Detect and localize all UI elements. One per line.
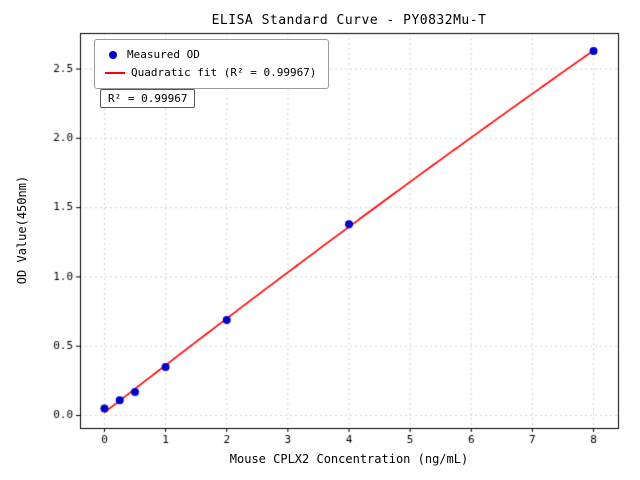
- legend-item-measured-od: Measured OD: [105, 46, 316, 64]
- y-axis-label: OD Value(450nm): [15, 175, 29, 285]
- legend-label-quadratic-fit: Quadratic fit (R² = 0.99967): [131, 66, 317, 79]
- legend-label-measured-od: Measured OD: [127, 48, 200, 61]
- scatter-point-marker-icon: [109, 51, 117, 59]
- legend: Measured OD Quadratic fit (R² = 0.99967): [94, 39, 330, 89]
- fit-line-marker-icon: [105, 72, 125, 74]
- chart-title: ELISA Standard Curve - PY0832Mu-T: [211, 13, 487, 28]
- legend-item-quadratic-fit: Quadratic fit (R² = 0.99967): [105, 64, 316, 82]
- x-axis-label: Mouse CPLX2 Concentration (ng/mL): [229, 452, 469, 466]
- r-squared-annotation: R² = 0.99967: [100, 89, 196, 108]
